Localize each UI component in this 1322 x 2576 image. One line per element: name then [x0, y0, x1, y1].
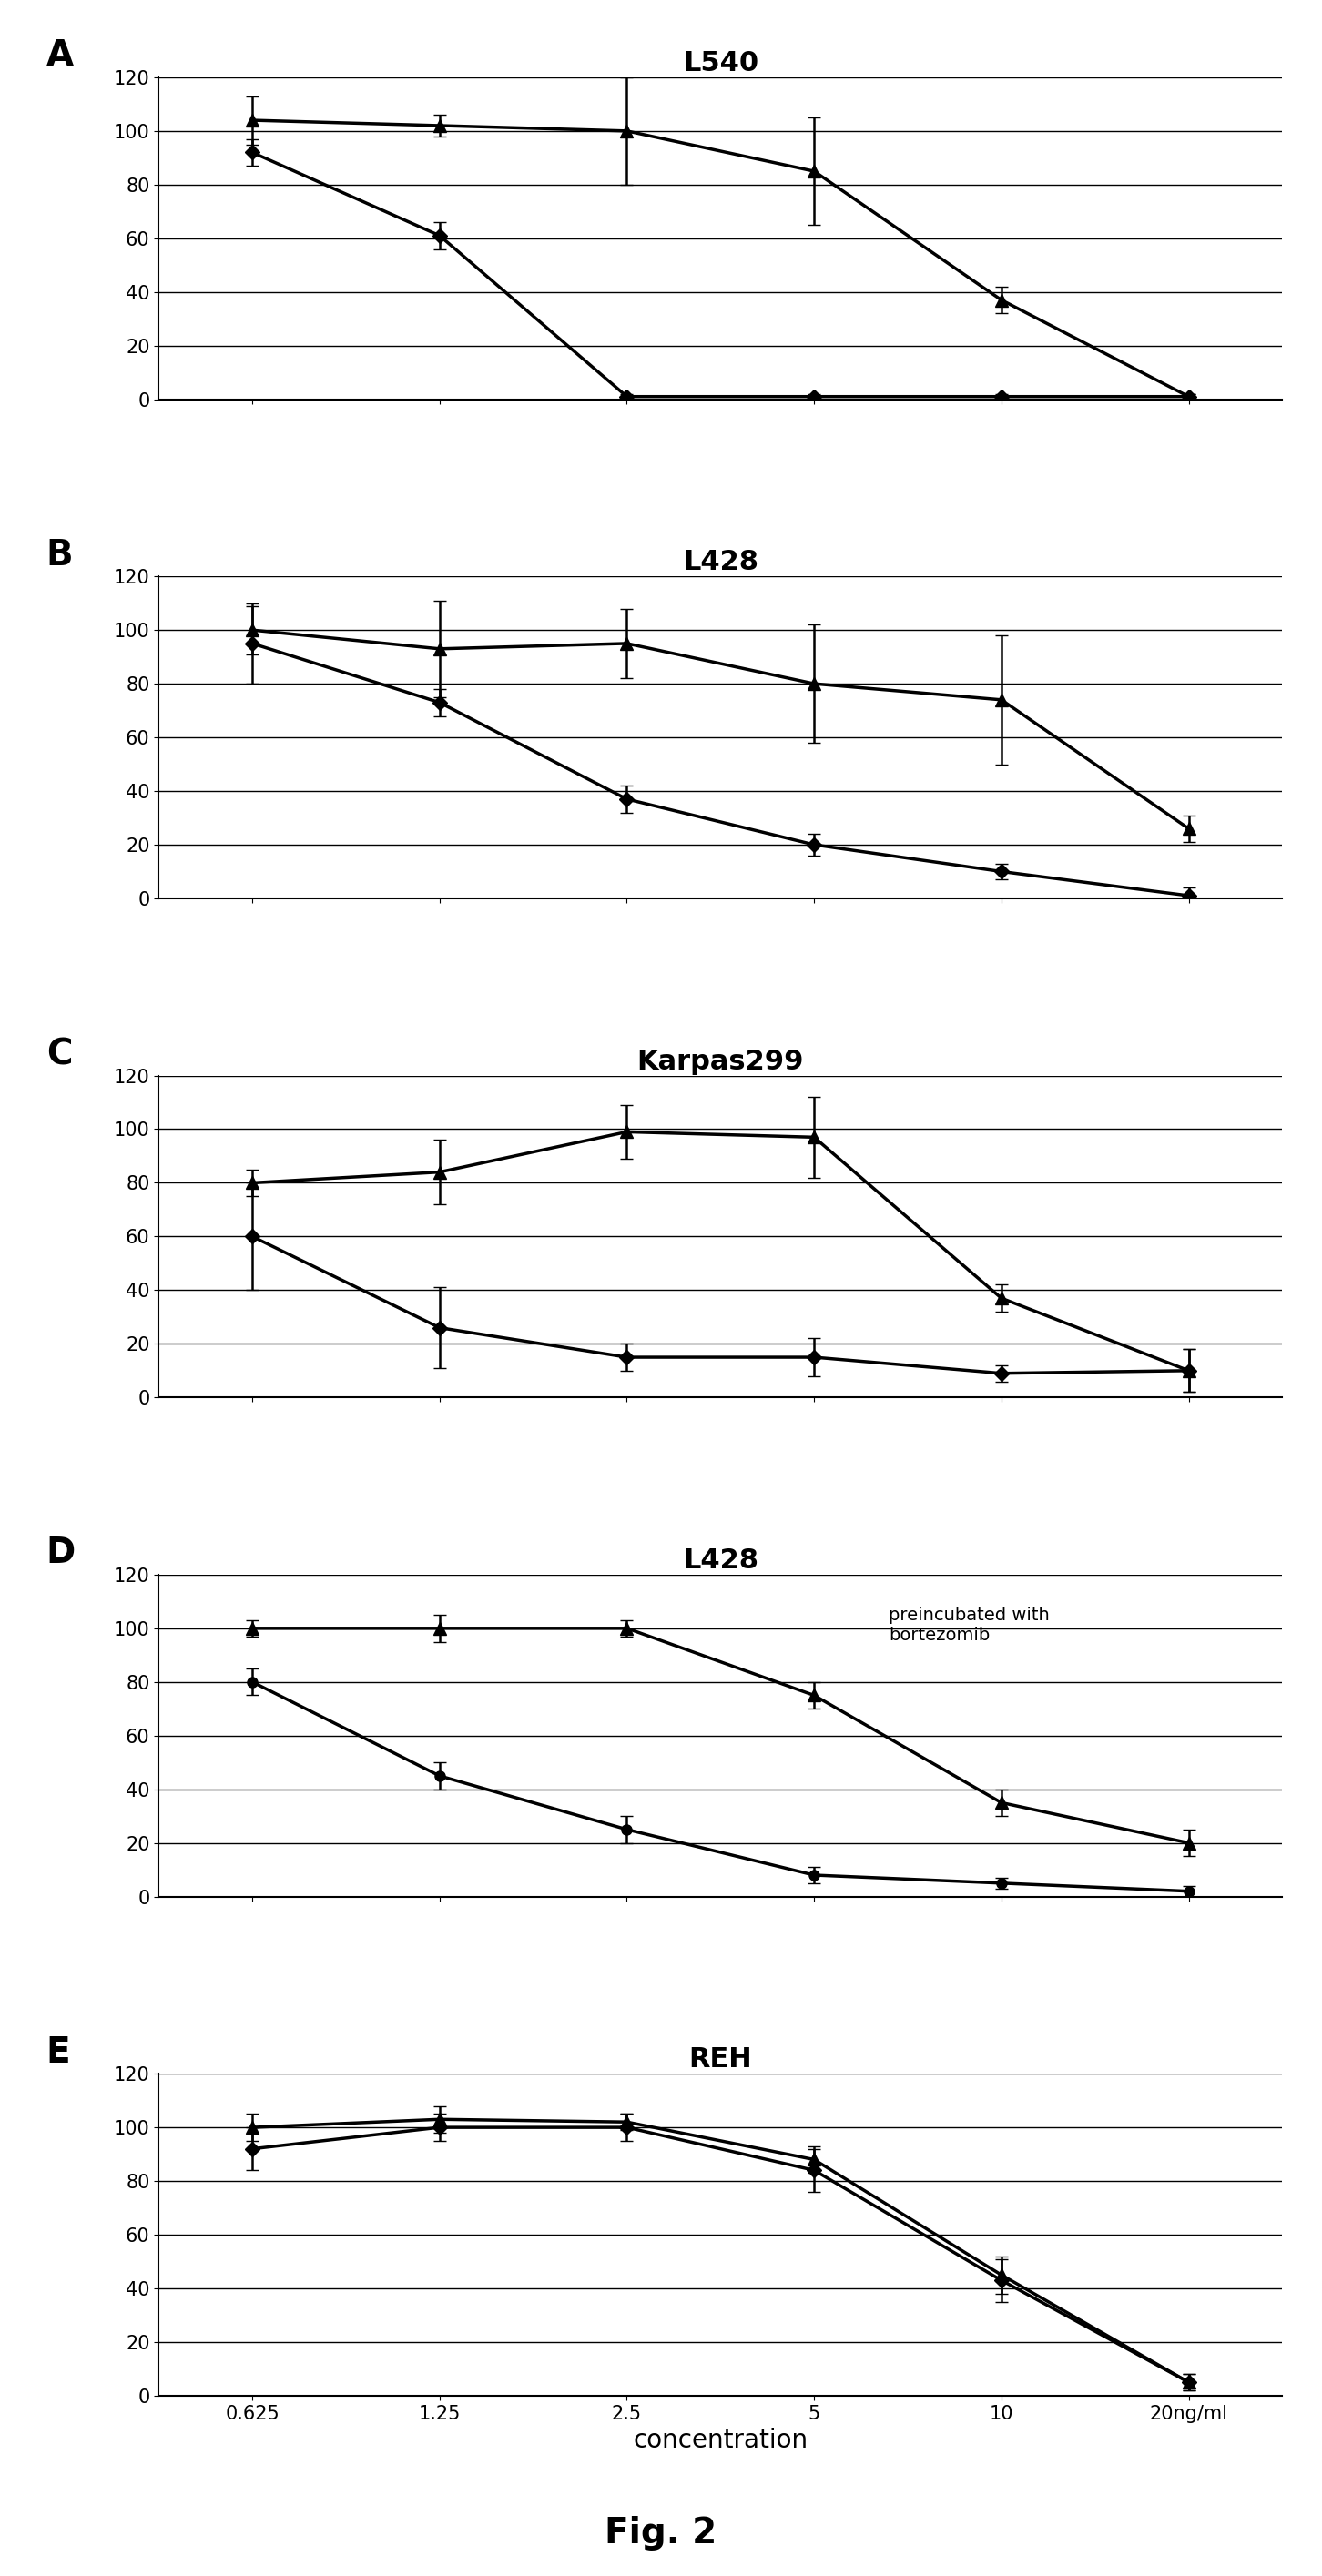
Text: A: A [46, 39, 74, 72]
Text: C: C [46, 1036, 73, 1072]
Text: D: D [46, 1535, 75, 1571]
X-axis label: concentration: concentration [633, 2427, 808, 2452]
Text: Fig. 2: Fig. 2 [605, 2517, 717, 2550]
Text: B: B [46, 538, 73, 572]
Title: L540: L540 [682, 49, 759, 77]
Title: L428: L428 [682, 1548, 759, 1574]
Title: L428: L428 [682, 549, 759, 574]
Text: E: E [46, 2035, 70, 2069]
Title: Karpas299: Karpas299 [637, 1048, 804, 1074]
Title: REH: REH [689, 2045, 752, 2074]
Text: preincubated with
bortezomib: preincubated with bortezomib [888, 1607, 1050, 1643]
